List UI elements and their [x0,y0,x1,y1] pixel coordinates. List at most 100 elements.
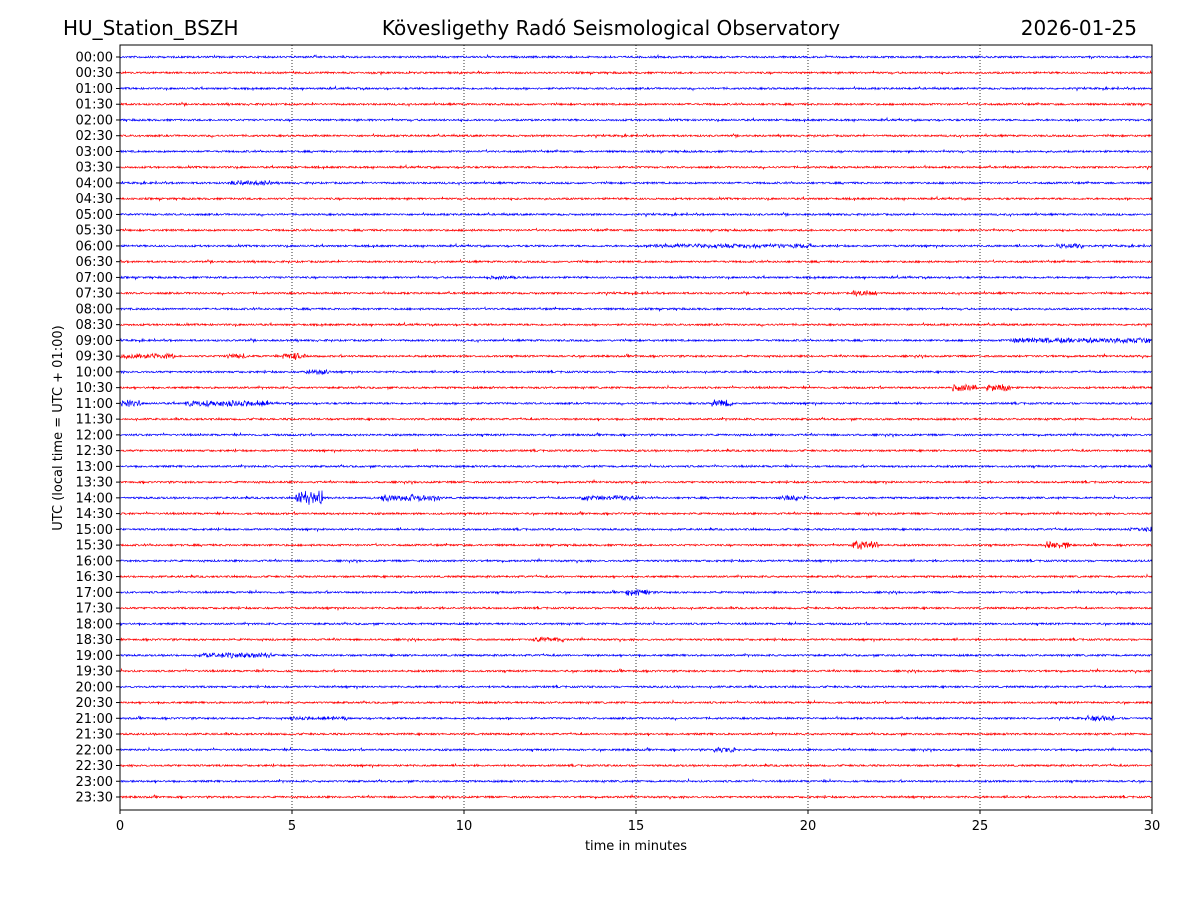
y-tick-label: 03:30 [76,161,113,176]
y-tick-label: 17:00 [76,586,113,601]
x-tick-label: 30 [1144,819,1161,834]
y-tick-label: 11:00 [76,397,113,412]
y-tick-label: 12:30 [76,444,113,459]
trace-1230 [119,448,1153,454]
grid-lines [291,45,981,810]
x-tick-label: 15 [628,819,645,834]
y-tick-label: 23:00 [76,775,113,790]
trace-0230 [119,132,1153,139]
y-tick-label: 19:00 [76,649,113,664]
trace-2100 [119,714,1153,722]
trace-1730 [119,605,1153,612]
trace-1200 [119,431,1153,438]
trace-2230 [119,763,1153,769]
x-tick-label: 5 [288,819,296,834]
trace-0030 [119,69,1153,76]
x-tick-label: 25 [972,819,989,834]
trace-0130 [119,101,1153,108]
trace-0330 [119,163,1153,171]
y-tick-label: 22:30 [76,759,113,774]
y-tick-label: 18:30 [76,633,113,648]
y-tick-label: 06:30 [76,255,113,270]
y-tick-label: 07:30 [76,287,113,302]
y-tick-label: 09:30 [76,350,113,365]
x-tick-label: 0 [116,819,124,834]
trace-0900 [119,336,1153,345]
trace-1930 [119,667,1153,675]
traces [119,53,1153,801]
trace-1000 [119,368,1153,376]
trace-1500 [119,526,1153,533]
x-tick-label: 10 [456,819,473,834]
x-axis-label: time in minutes [585,839,687,854]
y-tick-label: 13:30 [76,476,113,491]
y-tick-label: 15:00 [76,523,113,538]
trace-1300 [119,462,1153,470]
trace-1030 [119,383,1153,392]
y-tick-label: 18:00 [76,617,113,632]
y-tick-label: 12:00 [76,428,113,443]
y-tick-label: 08:00 [76,302,113,317]
trace-2000 [119,684,1153,690]
trace-0530 [119,227,1153,234]
y-tick-label: 05:30 [76,224,113,239]
y-tick-label: 07:00 [76,271,113,286]
trace-0700 [119,274,1153,281]
trace-1400 [119,490,1153,505]
y-tick-label: 01:30 [76,98,113,113]
y-tick-label: 17:30 [76,602,113,617]
y-tick-label: 15:30 [76,539,113,554]
trace-0000 [119,53,1153,60]
trace-0100 [119,85,1153,92]
y-tick-label: 08:30 [76,318,113,333]
y-tick-label: 22:00 [76,743,113,758]
trace-0400 [119,179,1153,186]
y-tick-label: 21:30 [76,728,113,743]
y-tick-label: 01:00 [76,82,113,97]
y-tick-label: 11:30 [76,413,113,428]
x-ticks: 0 5 10 15 20 25 30 [116,810,1160,834]
date-title: 2026-01-25 [1021,16,1137,40]
trace-0500 [119,211,1153,218]
trace-2200 [119,746,1153,754]
trace-2030 [119,699,1153,706]
station-title: HU_Station_BSZH [63,16,239,40]
y-tick-label: 10:00 [76,365,113,380]
y-tick-label: 21:00 [76,712,113,727]
y-tick-label: 23:30 [76,791,113,806]
trace-1100 [119,399,1153,408]
y-tick-label: 02:30 [76,129,113,144]
y-tick-label: 06:00 [76,239,113,254]
y-tick-label: 05:00 [76,208,113,223]
trace-1600 [119,557,1153,564]
trace-1800 [119,620,1153,627]
x-tick-label: 20 [800,819,817,834]
y-tick-label: 09:00 [76,334,113,349]
y-axis-label: UTC (local time = UTC + 01:00) [51,325,66,530]
chart-title: Kövesligethy Radó Seismological Observat… [382,16,840,40]
trace-0930 [119,352,1153,361]
y-tick-label: 13:00 [76,460,113,475]
trace-1700 [119,588,1153,596]
y-tick-label: 04:00 [76,176,113,191]
y-ticks: 00:0000:3001:0001:3002:0002:3003:0003:30… [76,51,120,806]
trace-0430 [119,195,1153,202]
y-tick-label: 20:30 [76,696,113,711]
trace-1900 [119,651,1153,659]
trace-0800 [119,306,1153,313]
trace-2330 [119,793,1153,801]
trace-1430 [119,510,1153,517]
y-tick-label: 19:30 [76,665,113,680]
y-tick-label: 14:00 [76,491,113,506]
y-tick-label: 20:00 [76,680,113,695]
y-tick-label: 00:30 [76,66,113,81]
trace-0730 [119,289,1153,298]
trace-1830 [119,636,1153,643]
trace-0630 [119,258,1153,265]
trace-1330 [119,478,1153,486]
trace-0300 [119,148,1153,155]
trace-2300 [119,777,1153,785]
y-tick-label: 03:00 [76,145,113,160]
y-tick-label: 04:30 [76,192,113,207]
